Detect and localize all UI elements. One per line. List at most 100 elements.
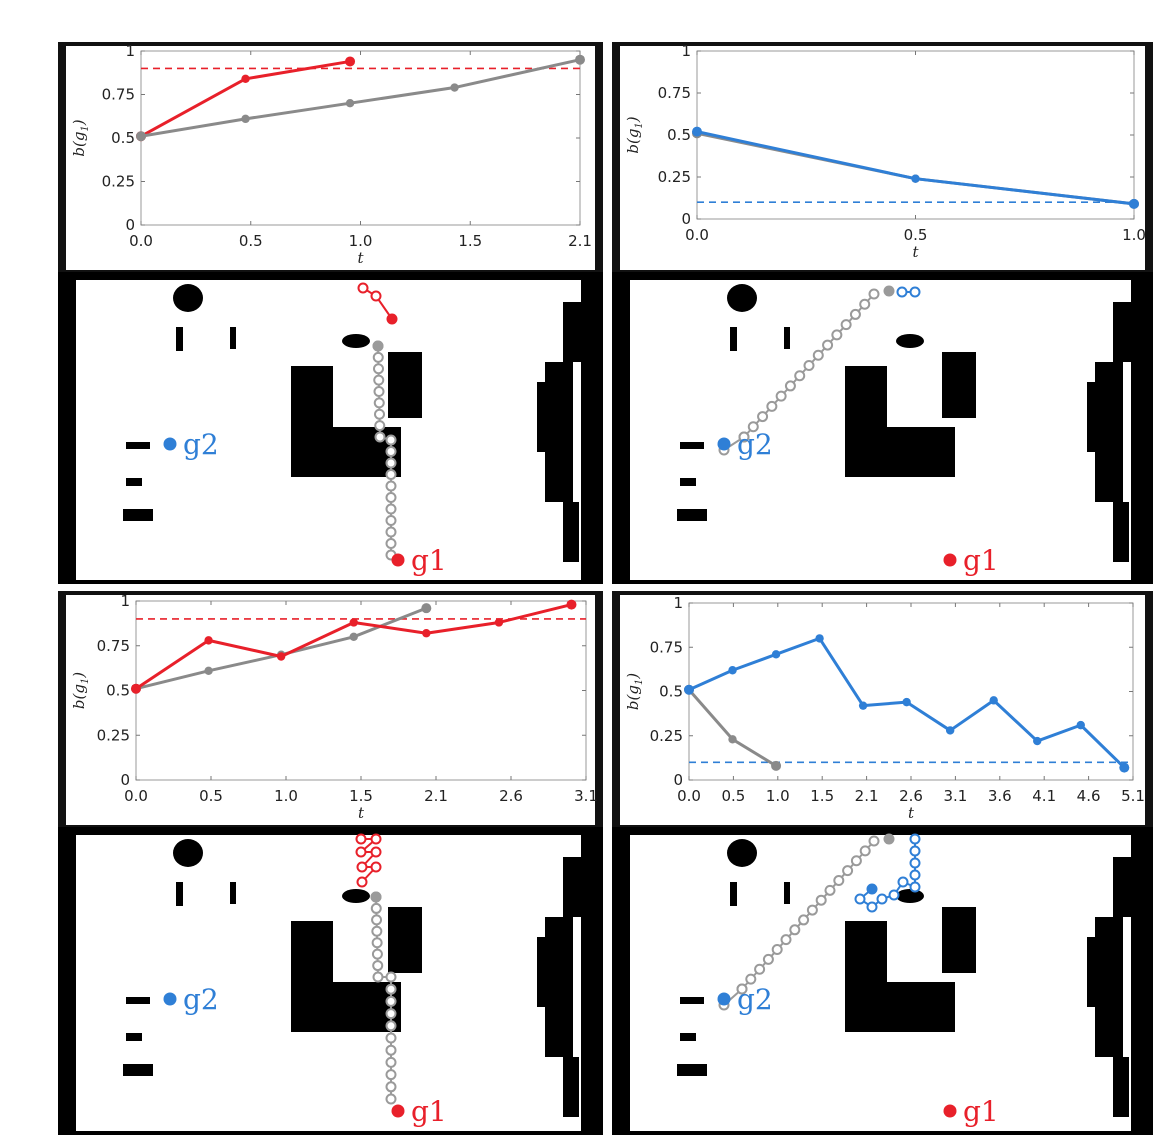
goal-g1-marker [391,1104,405,1118]
y-axis-label: b(g1) [70,672,91,709]
data-point [276,652,286,661]
blue-waypoint [866,883,878,895]
blue-waypoint [854,893,866,905]
plot-area [696,50,1135,220]
x-tick-label: 1.0 [1122,226,1146,244]
data-point [241,114,250,124]
wall [1113,857,1131,917]
gray-waypoint [385,457,397,469]
gray-waypoint [385,1093,397,1105]
data-point [494,618,504,627]
goal-g1-label: g1 [411,1095,447,1128]
gray-waypoint [385,1081,397,1093]
obstacle [291,921,333,985]
gray-waypoint [370,902,382,914]
gray-waypoint [374,431,386,443]
gray-waypoint [736,983,748,995]
map-2: g2 g1 [612,272,1153,584]
gray-waypoint [385,983,397,995]
blue-waypoint [897,876,909,888]
gray-waypoint [385,971,397,983]
goal-g1-marker [943,1104,957,1118]
data-point [136,131,146,142]
gray-current-point [883,833,895,845]
goal-g2-label: g2 [183,428,219,461]
data-point [911,174,920,183]
data-point [815,634,824,643]
gray-waypoint [372,960,384,972]
gray-waypoint [385,503,397,515]
map-3: g2 g1 [58,827,603,1135]
blue-waypoint [876,893,888,905]
obstacle [730,882,737,906]
y-tick-label: 1 [125,42,135,60]
x-tick-label: 4.1 [1032,787,1056,805]
obstacle [342,889,370,903]
gray-current-point [372,340,384,352]
gray-waypoint [385,1069,397,1081]
gray-waypoint [794,370,806,382]
y-tick-label: 0.75 [102,86,135,104]
data-point [131,683,141,694]
obstacle [680,478,696,486]
data-point [945,726,955,735]
gap [632,1123,892,1131]
red-waypoint [370,290,382,302]
red-waypoint [370,846,382,858]
wall [545,362,573,502]
blue-waypoint [909,869,921,881]
data-point [1033,736,1042,746]
obstacle [123,509,153,521]
x-tick-label: 0.5 [721,787,745,805]
x-axis-label: t [908,804,915,822]
x-tick-label: 1.0 [349,232,373,250]
wall [563,857,581,917]
gray-waypoint [385,1008,397,1020]
obstacle [176,327,183,351]
gray-waypoint [374,420,386,432]
data-point [1129,198,1139,209]
obstacle [680,442,704,449]
gray-waypoint [780,934,792,946]
x-axis-label: t [358,804,365,822]
gray-waypoint [385,538,397,549]
obstacle [730,327,737,351]
gray-trajectory [723,293,875,451]
gray-waypoint [371,948,383,960]
gray-waypoint [385,515,397,526]
gray-waypoint [385,1020,397,1032]
goal-g1-label: g1 [411,544,447,577]
gray-waypoint [373,386,385,397]
obstacle [230,882,236,904]
plot-area [135,600,587,781]
x-tick-label: 2.6 [499,787,523,805]
obstacle [680,1033,696,1041]
gray-waypoint [754,963,766,975]
obstacle [942,907,976,973]
gap [632,572,892,580]
gray-waypoint [757,411,769,423]
wall [545,917,573,1057]
gray-waypoint [372,351,384,363]
gray-waypoint [385,1056,397,1068]
blue-waypoint [909,881,921,893]
gray-waypoint [373,363,384,375]
red-waypoint [357,282,369,294]
x-tick-label: 0.5 [904,226,928,244]
gray-waypoint [840,319,852,331]
y-tick-label: 0 [125,216,135,234]
x-tick-label: 1.0 [766,787,790,805]
obstacle [784,327,790,349]
chart-2: 0 0.25 0.5 0.75 1 0.0 0.5 1.0 t b(g1) [612,42,1153,272]
data-point [858,701,868,710]
obstacle [126,442,150,449]
wall [1095,917,1123,1057]
gray-waypoint [789,924,801,936]
obstacle [126,997,150,1004]
obstacle [896,334,924,348]
blue-waypoint [909,833,921,845]
gray-current-point [883,285,895,297]
chart-4: 0 0.25 0.5 0.75 1 0.0 0.5 1.0 1.5 2.1 2.6 3.1 3.6 4.1… [612,591,1153,827]
data-point [566,599,577,610]
